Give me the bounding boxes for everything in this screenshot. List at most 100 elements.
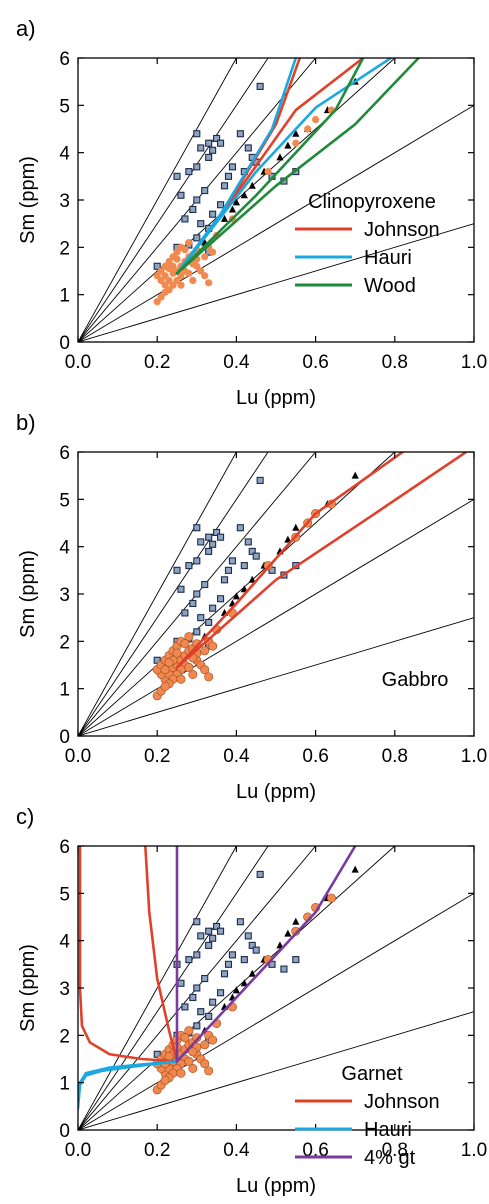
x-tick-label: 0.0 <box>65 352 91 373</box>
square-point <box>213 134 221 143</box>
circle-point <box>180 639 190 649</box>
square-point <box>197 538 205 546</box>
circle-point <box>181 246 189 254</box>
x-tick-label: 0.2 <box>144 352 170 373</box>
square-point <box>205 533 213 541</box>
reference-line <box>78 1011 474 1130</box>
legend-label: Wood <box>364 275 416 297</box>
square-point <box>193 524 201 532</box>
square-point <box>217 595 225 603</box>
circle-point <box>184 1026 194 1036</box>
circle-point <box>160 665 170 675</box>
square-point <box>209 210 217 218</box>
square-point <box>205 927 213 935</box>
square-point <box>248 941 256 949</box>
triangle-point <box>284 535 292 543</box>
square-point <box>205 153 213 161</box>
triangle-point <box>292 917 300 925</box>
data-points <box>153 77 359 306</box>
circle-point <box>160 681 170 691</box>
square-point <box>228 951 236 959</box>
reference-line <box>78 617 474 736</box>
plot-frame <box>77 845 475 1131</box>
square-point <box>209 998 217 1006</box>
circle-point <box>165 276 173 285</box>
circle-point <box>184 1056 194 1066</box>
reference-line <box>78 892 474 1130</box>
square-point <box>244 538 252 546</box>
square-point <box>224 960 233 968</box>
square-point <box>248 547 256 555</box>
plot-frame <box>77 451 475 737</box>
triangle-point <box>276 153 284 161</box>
model-curve <box>78 1060 179 1103</box>
square-point <box>189 993 197 1002</box>
circle-point <box>200 1040 210 1050</box>
model-curve <box>175 846 357 1063</box>
square-point <box>256 82 264 90</box>
circle-point <box>173 248 181 256</box>
square-point <box>209 146 217 154</box>
x-tick-label: 0.2 <box>144 746 170 767</box>
square-point <box>252 552 260 560</box>
reference-line <box>78 58 237 342</box>
legend-label: Hauri <box>364 1119 412 1141</box>
triangle-point <box>248 181 256 189</box>
panel-label: c) <box>16 804 34 829</box>
square-point <box>153 262 161 270</box>
circle-point <box>165 265 173 273</box>
circle-point <box>172 648 182 658</box>
circle-point <box>176 674 186 684</box>
square-point <box>244 144 252 152</box>
square-point <box>181 1003 189 1011</box>
circle-point <box>153 298 161 306</box>
y-tick-label: 1 <box>59 680 70 701</box>
chart-panel: b) 0.0 0.2 0.4 0.6 0.8 1.0 0 1 2 3 4 5 6 Lu (ppm) Sm (p… <box>16 410 487 803</box>
reference-line <box>78 452 269 736</box>
circle-point <box>200 646 210 656</box>
circle-point <box>157 293 165 301</box>
circle-point <box>188 669 198 679</box>
y-tick-label: 0 <box>59 727 70 748</box>
square-point <box>185 956 193 964</box>
x-tick-label: 0.8 <box>382 1140 408 1161</box>
legend-title: Garnet <box>341 1063 403 1085</box>
square-point <box>193 984 201 992</box>
square-point <box>209 934 217 942</box>
square-point <box>185 168 193 176</box>
square-point <box>181 215 189 223</box>
y-tick-label: 3 <box>59 585 70 606</box>
circle-point <box>205 279 213 287</box>
x-tick-label: 0.6 <box>302 746 328 767</box>
panel-label: a) <box>16 16 36 41</box>
reference-line <box>78 104 474 342</box>
y-tick-label: 0 <box>59 1121 70 1142</box>
model-curve <box>175 452 468 669</box>
square-point <box>217 139 225 147</box>
circle-point <box>304 125 312 133</box>
square-point <box>224 172 233 180</box>
reference-line <box>78 58 269 342</box>
circle-point <box>161 272 169 280</box>
square-point <box>217 201 225 209</box>
square-point <box>193 1022 201 1030</box>
circle-point <box>157 267 165 275</box>
model-curves <box>78 846 357 1110</box>
triangle-point <box>240 979 248 987</box>
square-point <box>236 918 244 926</box>
circle-point <box>164 658 174 668</box>
x-axis-label: Lu (ppm) <box>236 781 316 803</box>
triangle-point <box>232 592 240 600</box>
square-point <box>201 186 209 195</box>
y-tick-label: 1 <box>59 1074 70 1095</box>
square-point <box>197 932 205 940</box>
y-tick-label: 4 <box>59 538 70 559</box>
square-point <box>209 604 217 612</box>
circle-point <box>208 641 218 651</box>
x-tick-label: 0.0 <box>65 746 91 767</box>
square-point <box>224 566 233 574</box>
y-tick-label: 2 <box>59 632 70 653</box>
legend-label: 4% gt <box>364 1147 416 1169</box>
model-curve <box>175 452 405 669</box>
square-point <box>220 576 229 584</box>
